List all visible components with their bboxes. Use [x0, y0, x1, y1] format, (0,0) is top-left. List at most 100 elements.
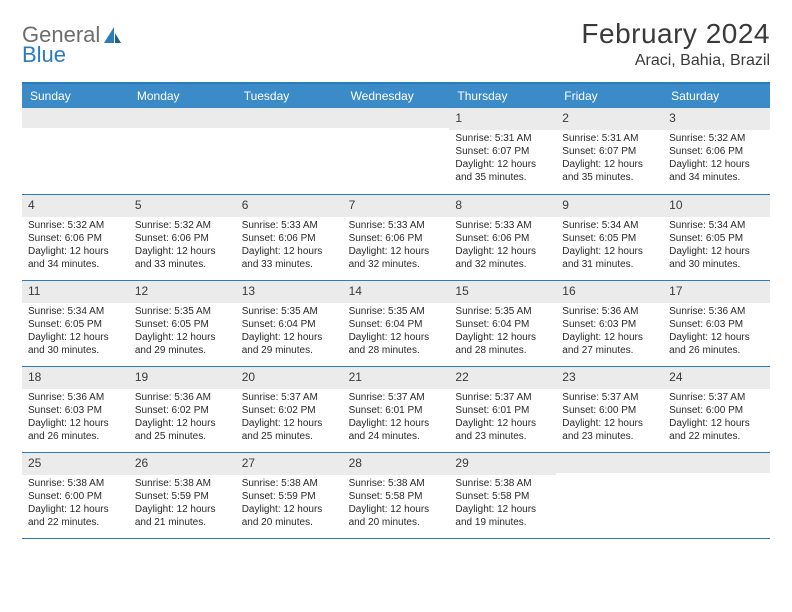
- day-number: [129, 108, 236, 128]
- sunrise-line: Sunrise: 5:32 AM: [669, 132, 764, 145]
- calendar-day-cell: 24Sunrise: 5:37 AMSunset: 6:00 PMDayligh…: [663, 367, 770, 452]
- sunset-line: Sunset: 6:03 PM: [28, 404, 123, 417]
- sunrise-line: Sunrise: 5:36 AM: [28, 391, 123, 404]
- day-number: 28: [343, 453, 450, 475]
- daylight-line-1: Daylight: 12 hours: [28, 417, 123, 430]
- calendar-page: General February 2024 Araci, Bahia, Braz…: [0, 0, 792, 557]
- calendar-day-cell: [663, 453, 770, 538]
- weekday-friday: Friday: [556, 84, 663, 108]
- daylight-line-1: Daylight: 12 hours: [562, 331, 657, 344]
- day-details: Sunrise: 5:35 AMSunset: 6:04 PMDaylight:…: [236, 303, 343, 361]
- daylight-line-1: Daylight: 12 hours: [562, 417, 657, 430]
- day-number: 26: [129, 453, 236, 475]
- day-details: Sunrise: 5:37 AMSunset: 6:00 PMDaylight:…: [663, 389, 770, 447]
- sunrise-line: Sunrise: 5:32 AM: [135, 219, 230, 232]
- day-details: Sunrise: 5:36 AMSunset: 6:03 PMDaylight:…: [663, 303, 770, 361]
- calendar-day-cell: 5Sunrise: 5:32 AMSunset: 6:06 PMDaylight…: [129, 195, 236, 280]
- daylight-line-1: Daylight: 12 hours: [455, 417, 550, 430]
- sunset-line: Sunset: 6:00 PM: [562, 404, 657, 417]
- sunset-line: Sunset: 6:01 PM: [349, 404, 444, 417]
- calendar-day-cell: 7Sunrise: 5:33 AMSunset: 6:06 PMDaylight…: [343, 195, 450, 280]
- daylight-line-2: and 28 minutes.: [349, 344, 444, 357]
- calendar-day-cell: 28Sunrise: 5:38 AMSunset: 5:58 PMDayligh…: [343, 453, 450, 538]
- day-number: 19: [129, 367, 236, 389]
- sunset-line: Sunset: 6:05 PM: [562, 232, 657, 245]
- day-details: Sunrise: 5:37 AMSunset: 6:00 PMDaylight:…: [556, 389, 663, 447]
- daylight-line-2: and 34 minutes.: [28, 258, 123, 271]
- daylight-line-2: and 20 minutes.: [349, 516, 444, 529]
- daylight-line-2: and 32 minutes.: [349, 258, 444, 271]
- daylight-line-1: Daylight: 12 hours: [28, 503, 123, 516]
- day-details: Sunrise: 5:35 AMSunset: 6:04 PMDaylight:…: [343, 303, 450, 361]
- day-number: 12: [129, 281, 236, 303]
- sunset-line: Sunset: 6:06 PM: [455, 232, 550, 245]
- day-number: 6: [236, 195, 343, 217]
- page-header: General February 2024 Araci, Bahia, Braz…: [22, 18, 770, 70]
- weekday-monday: Monday: [129, 84, 236, 108]
- calendar-day-cell: 22Sunrise: 5:37 AMSunset: 6:01 PMDayligh…: [449, 367, 556, 452]
- sunset-line: Sunset: 6:05 PM: [135, 318, 230, 331]
- sunrise-line: Sunrise: 5:38 AM: [349, 477, 444, 490]
- weekday-thursday: Thursday: [449, 84, 556, 108]
- sunrise-line: Sunrise: 5:35 AM: [135, 305, 230, 318]
- day-number: [22, 108, 129, 128]
- calendar-day-cell: 17Sunrise: 5:36 AMSunset: 6:03 PMDayligh…: [663, 281, 770, 366]
- day-number: 1: [449, 108, 556, 130]
- calendar-day-cell: 4Sunrise: 5:32 AMSunset: 6:06 PMDaylight…: [22, 195, 129, 280]
- daylight-line-1: Daylight: 12 hours: [28, 245, 123, 258]
- sunrise-line: Sunrise: 5:36 AM: [669, 305, 764, 318]
- daylight-line-2: and 22 minutes.: [28, 516, 123, 529]
- sunrise-line: Sunrise: 5:37 AM: [669, 391, 764, 404]
- month-title: February 2024: [581, 18, 770, 50]
- daylight-line-1: Daylight: 12 hours: [455, 158, 550, 171]
- daylight-line-1: Daylight: 12 hours: [669, 331, 764, 344]
- daylight-line-1: Daylight: 12 hours: [562, 245, 657, 258]
- calendar-day-cell: [343, 108, 450, 194]
- sunset-line: Sunset: 6:04 PM: [349, 318, 444, 331]
- sunset-line: Sunset: 6:05 PM: [28, 318, 123, 331]
- calendar-week: 18Sunrise: 5:36 AMSunset: 6:03 PMDayligh…: [22, 366, 770, 452]
- day-number: 20: [236, 367, 343, 389]
- calendar-day-cell: 9Sunrise: 5:34 AMSunset: 6:05 PMDaylight…: [556, 195, 663, 280]
- daylight-line-1: Daylight: 12 hours: [242, 331, 337, 344]
- sunrise-line: Sunrise: 5:32 AM: [28, 219, 123, 232]
- day-details: Sunrise: 5:34 AMSunset: 6:05 PMDaylight:…: [663, 217, 770, 275]
- daylight-line-1: Daylight: 12 hours: [242, 503, 337, 516]
- sunrise-line: Sunrise: 5:33 AM: [349, 219, 444, 232]
- daylight-line-1: Daylight: 12 hours: [349, 245, 444, 258]
- calendar-day-cell: 11Sunrise: 5:34 AMSunset: 6:05 PMDayligh…: [22, 281, 129, 366]
- sunset-line: Sunset: 6:06 PM: [669, 145, 764, 158]
- daylight-line-2: and 28 minutes.: [455, 344, 550, 357]
- sunset-line: Sunset: 6:06 PM: [242, 232, 337, 245]
- sunrise-line: Sunrise: 5:35 AM: [242, 305, 337, 318]
- calendar-day-cell: 2Sunrise: 5:31 AMSunset: 6:07 PMDaylight…: [556, 108, 663, 194]
- day-number: 24: [663, 367, 770, 389]
- day-details: Sunrise: 5:32 AMSunset: 6:06 PMDaylight:…: [663, 130, 770, 188]
- daylight-line-2: and 35 minutes.: [562, 171, 657, 184]
- daylight-line-1: Daylight: 12 hours: [669, 417, 764, 430]
- daylight-line-2: and 33 minutes.: [242, 258, 337, 271]
- calendar-day-cell: 12Sunrise: 5:35 AMSunset: 6:05 PMDayligh…: [129, 281, 236, 366]
- daylight-line-1: Daylight: 12 hours: [135, 245, 230, 258]
- weekday-wednesday: Wednesday: [343, 84, 450, 108]
- daylight-line-2: and 32 minutes.: [455, 258, 550, 271]
- daylight-line-2: and 23 minutes.: [455, 430, 550, 443]
- daylight-line-2: and 30 minutes.: [28, 344, 123, 357]
- day-number: [343, 108, 450, 128]
- sunset-line: Sunset: 5:58 PM: [455, 490, 550, 503]
- sunset-line: Sunset: 5:59 PM: [135, 490, 230, 503]
- sunrise-line: Sunrise: 5:38 AM: [455, 477, 550, 490]
- sunset-line: Sunset: 6:02 PM: [242, 404, 337, 417]
- calendar-table: Sunday Monday Tuesday Wednesday Thursday…: [22, 82, 770, 539]
- day-details: Sunrise: 5:35 AMSunset: 6:04 PMDaylight:…: [449, 303, 556, 361]
- daylight-line-2: and 23 minutes.: [562, 430, 657, 443]
- day-details: Sunrise: 5:38 AMSunset: 5:59 PMDaylight:…: [129, 475, 236, 533]
- daylight-line-1: Daylight: 12 hours: [349, 331, 444, 344]
- day-number: 15: [449, 281, 556, 303]
- day-number: 23: [556, 367, 663, 389]
- calendar-bottom-rule: [22, 538, 770, 539]
- sunrise-line: Sunrise: 5:31 AM: [562, 132, 657, 145]
- daylight-line-1: Daylight: 12 hours: [455, 245, 550, 258]
- sunrise-line: Sunrise: 5:31 AM: [455, 132, 550, 145]
- sunrise-line: Sunrise: 5:34 AM: [28, 305, 123, 318]
